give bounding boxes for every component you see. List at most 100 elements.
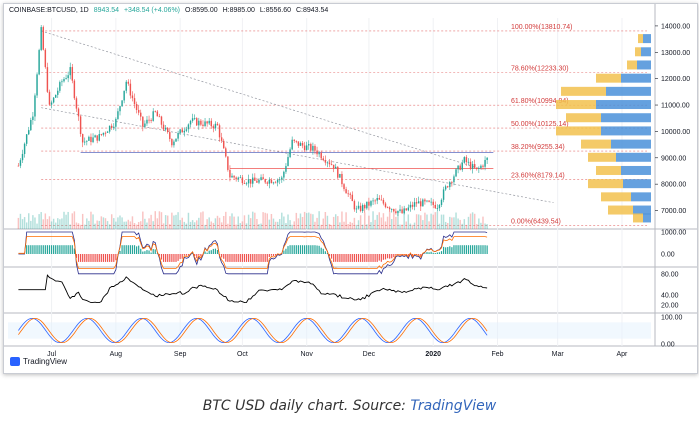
macd-histogram-bar (324, 251, 326, 254)
macd-histogram-bar (196, 254, 198, 259)
volume-bar (231, 213, 233, 229)
macd-histogram-bar (225, 254, 227, 262)
volume-bar (239, 223, 242, 229)
macd-histogram-bar (272, 254, 275, 256)
tradingview-brand[interactable]: TradingView (10, 357, 67, 366)
macd-histogram-bar (131, 245, 134, 254)
macd-histogram-bar (330, 254, 333, 259)
macd-histogram-bar (50, 245, 53, 254)
volume-bar (154, 211, 156, 229)
macd-histogram-bar (252, 254, 254, 262)
candle-body (374, 200, 376, 202)
macd-histogram-bar (308, 245, 310, 254)
macd-histogram-bar (430, 251, 432, 254)
macd-histogram-bar (395, 254, 397, 256)
y-tick-label: 10000.00 (661, 129, 690, 136)
volume-bar (243, 215, 246, 229)
volume-bar (388, 211, 391, 229)
price-panel: 100.00%(13810.74) 78.60%(12233.30) 61.80%(… (17, 24, 651, 229)
macd-histogram-bar (167, 254, 169, 262)
volume-bar (156, 218, 159, 229)
volume-bar (355, 224, 358, 229)
macd-histogram-bar (486, 245, 488, 254)
macd-histogram-bar (133, 245, 136, 254)
volume-bar (287, 214, 289, 229)
macd-histogram-bar (48, 245, 51, 254)
candle-body (305, 145, 308, 151)
candle-body (61, 81, 63, 83)
volume-bar (357, 220, 360, 229)
macd-histogram-bar (90, 254, 92, 262)
volume-bar (301, 216, 304, 229)
macd-histogram-bar (320, 247, 322, 254)
candle-body (378, 198, 381, 200)
candle-body (276, 179, 279, 183)
volume-profile-down (641, 47, 651, 57)
macd-histogram-bar (169, 254, 171, 262)
chart-canvas[interactable]: 100.00%(13810.74) 78.60%(12233.30) 61.80%(… (4, 4, 697, 373)
close-value: C:8943.54 (296, 7, 329, 14)
y-tick-label: 7000.00 (661, 208, 686, 215)
symbol-label[interactable]: COINBASE:BTCUSD, 1D (9, 7, 89, 14)
volume-profile-down (596, 100, 651, 110)
macd-histogram-bar (79, 254, 82, 262)
macd-histogram-bar (229, 254, 231, 262)
volume-profile-down (643, 34, 651, 44)
candle-body (133, 98, 136, 105)
volume-bar (330, 224, 333, 229)
volume-bar (403, 211, 405, 229)
candle-body (158, 116, 161, 118)
volume-bar (100, 216, 103, 229)
volume-bar (61, 218, 63, 229)
candle-body (461, 162, 463, 170)
volume-bar (422, 220, 424, 229)
candle-body (476, 167, 478, 169)
candle-body (23, 143, 26, 154)
y-tick-label: 12000.00 (661, 76, 690, 83)
candle-body (382, 199, 385, 204)
macd-histogram-bar (314, 245, 316, 254)
macd-histogram-bar (63, 245, 65, 254)
candle-body (57, 90, 59, 95)
candle-body (185, 129, 188, 131)
macd-histogram-bar (127, 245, 129, 254)
volume-bar (198, 217, 200, 229)
candle-body (96, 135, 98, 141)
volume-bar (75, 222, 78, 229)
candle-body (395, 211, 397, 214)
x-tick-label: Feb (491, 351, 503, 358)
candle-body (142, 116, 144, 127)
macd-histogram-bar (104, 254, 107, 262)
macd-histogram-bar (216, 249, 219, 254)
volume-bar (413, 222, 416, 229)
macd-histogram-bar (123, 245, 125, 254)
macd-histogram-bar (142, 251, 144, 254)
candle-body (79, 116, 82, 134)
candle-body (235, 177, 237, 180)
candle-body (432, 201, 434, 205)
macd-histogram-bar (403, 254, 405, 256)
candle-body (225, 148, 227, 157)
volume-bar (314, 221, 316, 229)
brand-label: TradingView (23, 357, 68, 366)
candle-body (368, 201, 370, 206)
volume-profile-up (596, 165, 621, 175)
macd-panel (18, 231, 488, 275)
volume-bar (166, 215, 169, 229)
volume-bar (84, 224, 86, 229)
macd-histogram-bar (57, 245, 59, 254)
volume-bar (140, 221, 142, 229)
macd-histogram-bar (453, 245, 455, 254)
caption-link[interactable]: TradingView (410, 398, 497, 414)
macd-tick-label: 0.00 (661, 252, 675, 259)
macd-histogram-bar (113, 254, 115, 262)
macd-histogram-bar (293, 245, 295, 254)
volume-bar (432, 214, 434, 229)
volume-bar (21, 219, 24, 229)
candle-body (214, 123, 217, 129)
macd-histogram-bar (436, 252, 438, 254)
candle-body (179, 129, 181, 134)
volume-bar (409, 223, 412, 229)
volume-bar (457, 218, 459, 229)
macd-histogram-bar (177, 254, 179, 261)
